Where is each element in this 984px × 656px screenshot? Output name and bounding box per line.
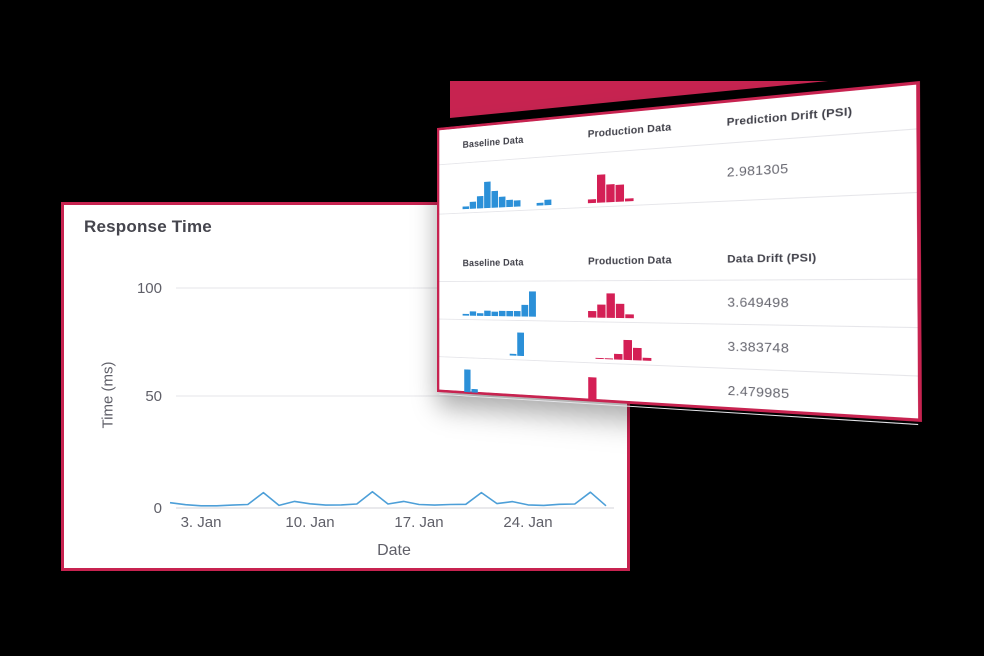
production-data-header: Production Data — [587, 254, 672, 268]
y-tick-0: 0 — [153, 500, 162, 517]
baseline-histogram — [462, 281, 588, 321]
hist-bar — [498, 196, 506, 208]
hist-bar — [506, 310, 514, 317]
hist-bar — [606, 184, 615, 203]
hist-bar — [615, 184, 625, 202]
hist-bar — [588, 377, 597, 400]
hist-bar — [614, 353, 623, 360]
y-axis-label: Time (ms) — [99, 361, 117, 429]
psi-value: 3.383748 — [727, 338, 790, 356]
hist-bar — [623, 339, 633, 361]
hist-bar — [484, 310, 491, 317]
hist-bar — [615, 303, 625, 319]
baseline-data-header: Baseline Data — [462, 257, 524, 269]
hist-bar — [642, 357, 652, 361]
hist-bar — [588, 311, 597, 318]
response-time-plot: 100 50 0 Time (ms) 3. Jan 10. Jan 17. Ja… — [64, 205, 627, 568]
baseline-histogram — [509, 321, 589, 362]
psi-value: 3.649498 — [727, 294, 790, 311]
production-histogram — [588, 281, 727, 324]
hist-bar — [517, 332, 525, 357]
hist-bar — [469, 201, 477, 209]
hist-bar — [604, 358, 614, 360]
psi-value: 2.479985 — [727, 382, 790, 402]
hist-bar — [544, 199, 552, 206]
hist-bar — [513, 200, 521, 207]
hist-bar — [625, 314, 634, 319]
response-card-title: Response Time — [84, 217, 212, 236]
hist-bar — [606, 293, 615, 318]
hist-bar — [529, 291, 536, 317]
hist-bar — [476, 313, 484, 316]
y-tick-100: 100 — [136, 280, 162, 297]
hist-bar — [521, 304, 529, 317]
hist-bar — [476, 195, 484, 209]
hist-bar — [513, 311, 521, 317]
data-drift-psi-header: Data Drift (PSI) — [727, 251, 817, 266]
baseline-histogram — [462, 154, 588, 213]
y-tick-50: 50 — [145, 388, 162, 405]
hist-bar — [491, 311, 499, 317]
prediction-drift-psi-header: Prediction Drift (PSI) — [726, 105, 853, 129]
baseline-histogram — [464, 358, 588, 403]
hist-bar — [498, 310, 506, 317]
hist-bar — [464, 369, 471, 393]
hist-bar — [506, 199, 513, 208]
hist-bar — [469, 311, 477, 316]
hist-bar — [471, 388, 478, 393]
x-tick-10-jan: 10. Jan — [285, 514, 335, 531]
hist-bar — [595, 357, 604, 360]
hist-bar — [597, 304, 606, 318]
hist-bar — [625, 198, 634, 202]
hist-bar — [509, 353, 517, 356]
x-axis-label: Date — [377, 542, 411, 559]
response-time-series-line — [169, 490, 607, 507]
hist-bar — [632, 347, 642, 361]
baseline-data-header: Baseline Data — [462, 134, 524, 151]
hist-bar — [491, 190, 499, 208]
production-histogram — [587, 144, 727, 207]
x-tick-3-jan: 3. Jan — [180, 514, 222, 531]
production-histogram — [595, 322, 727, 368]
x-tick-24-jan: 24. Jan — [503, 514, 553, 531]
x-tick-17-jan: 17. Jan — [394, 514, 444, 531]
hist-bar — [484, 181, 491, 209]
hist-bar — [462, 313, 469, 316]
hist-bar — [462, 206, 469, 210]
hist-bar — [587, 199, 597, 204]
hist-bar — [536, 202, 544, 206]
production-data-header: Production Data — [587, 121, 672, 141]
psi-value: 2.981305 — [726, 160, 789, 180]
hist-bar — [596, 174, 606, 203]
drift-metrics-card: Baseline Data Production Data Prediction… — [436, 80, 922, 426]
